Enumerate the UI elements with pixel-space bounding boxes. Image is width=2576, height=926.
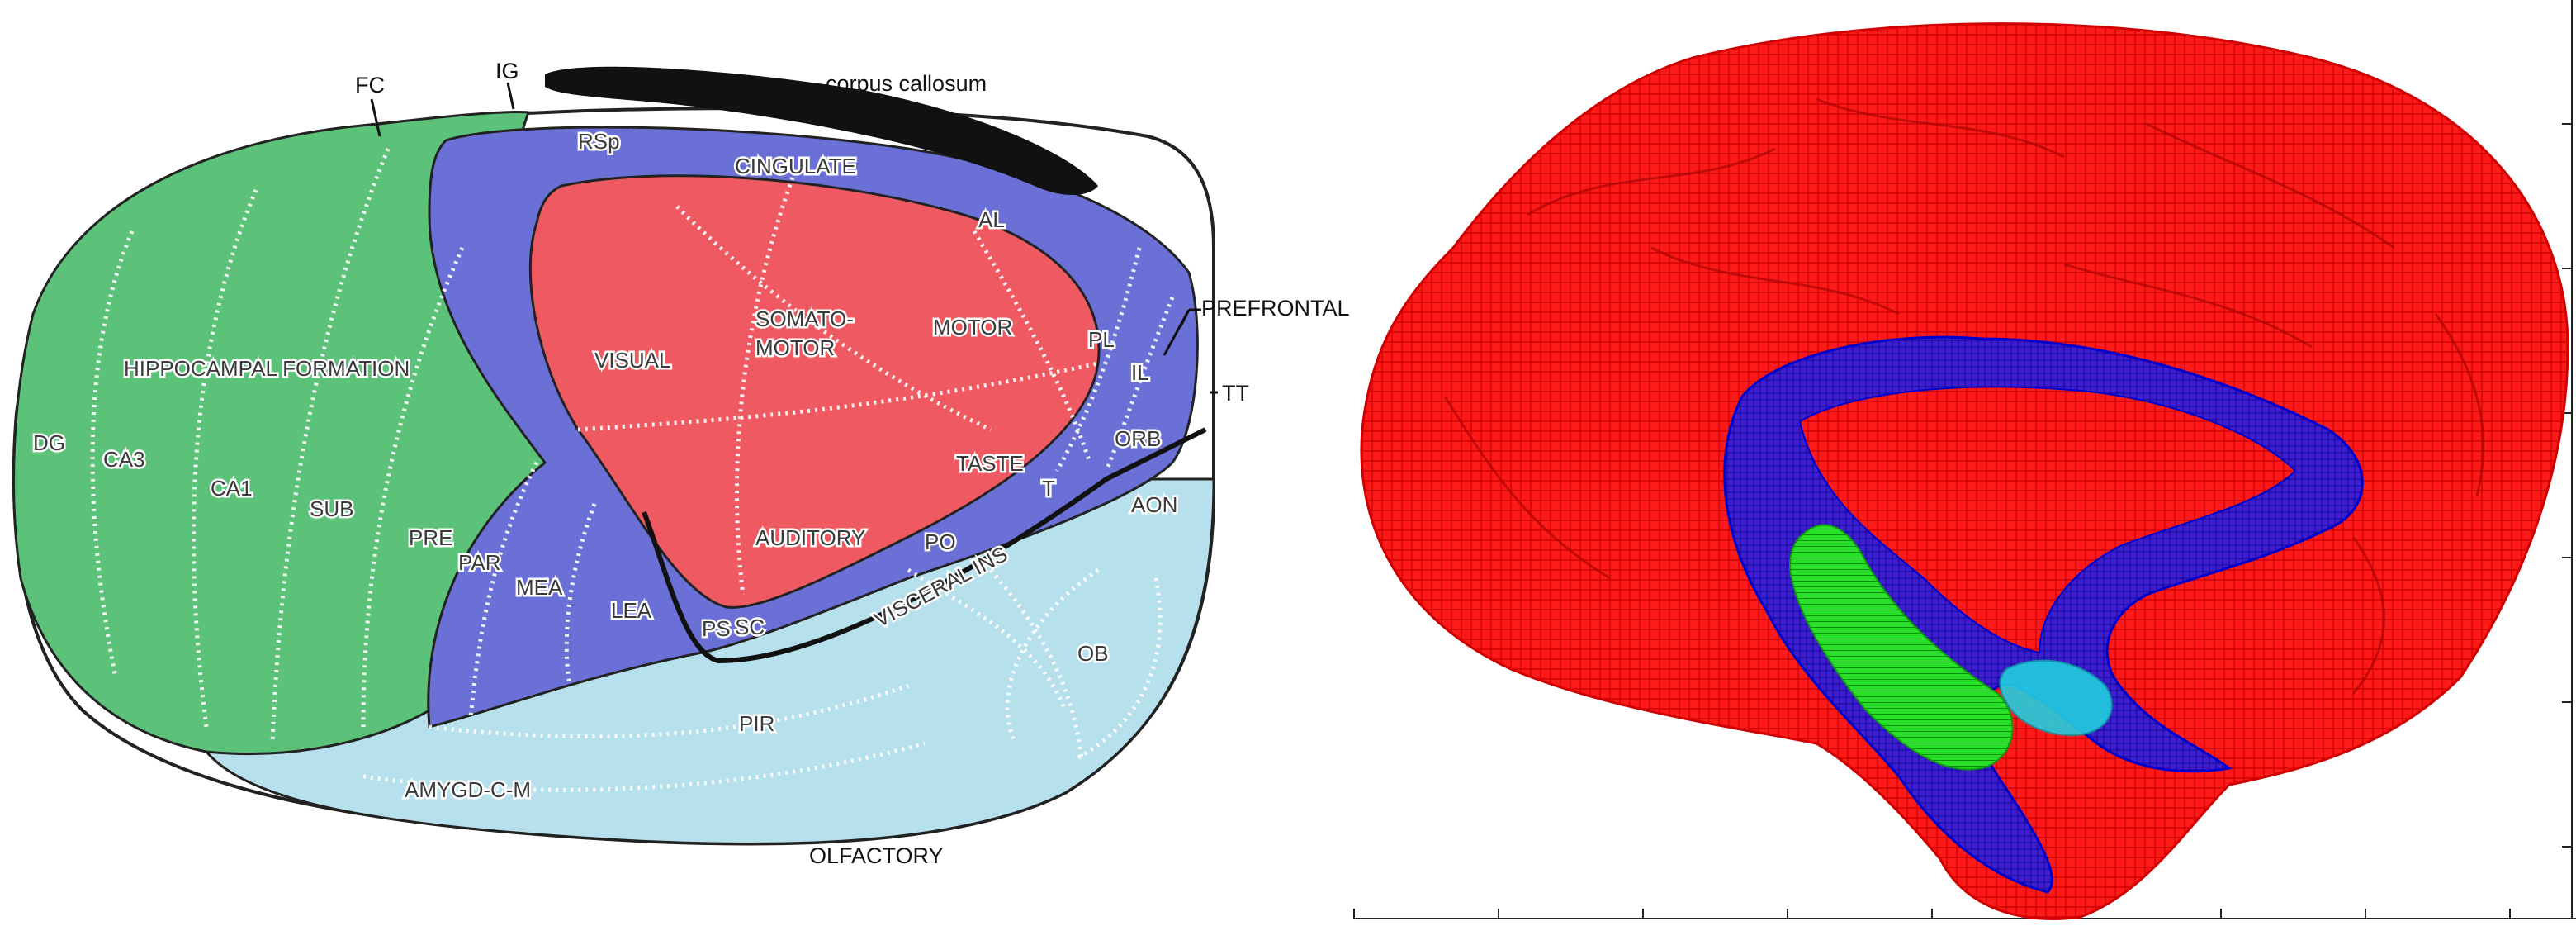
- label-orb: ORB: [1115, 426, 1161, 451]
- corpus-callosum-shape: [545, 66, 1098, 195]
- label-fc: FC: [355, 73, 385, 97]
- label-ig: IG: [495, 59, 519, 83]
- cortex-folds: [1443, 97, 2485, 695]
- label-ca1: CA1: [211, 476, 253, 501]
- label-ca3: CA3: [103, 447, 145, 472]
- amygdala-mesh: [1999, 659, 2113, 737]
- rhinal-boundary: [642, 427, 1207, 664]
- label-olfactory: OLFACTORY: [809, 843, 944, 868]
- label-sub: SUB: [310, 496, 353, 521]
- label-ps: PS: [702, 616, 731, 641]
- cingulate-inner: [1798, 386, 2297, 654]
- label-pre: PRE: [409, 525, 452, 550]
- label-al: AL: [978, 207, 1005, 232]
- label-pir: PIR: [739, 711, 774, 736]
- label-hippocampal-formation: HIPPOCAMPAL FORMATION: [124, 356, 410, 381]
- label-par: PAR: [458, 550, 501, 575]
- cortical-flatmap: corpus callosum FC IG PREFRONTAL TT OLFA…: [12, 59, 1350, 868]
- label-pl: PL: [1088, 327, 1115, 352]
- label-corpus-callosum: corpus callosum: [826, 71, 987, 96]
- label-mea: MEA: [516, 575, 563, 600]
- label-tt: TT: [1222, 381, 1249, 406]
- label-leaders: [370, 82, 1218, 394]
- label-sc: SC: [735, 615, 765, 639]
- hippocampus-mesh: [1789, 524, 2014, 771]
- label-rsp: RSp: [578, 129, 620, 154]
- label-aon: AON: [1131, 492, 1177, 517]
- label-po: PO: [925, 529, 956, 554]
- mesh-brain-render: [1353, 0, 2576, 920]
- label-taste: TASTE: [956, 451, 1024, 476]
- label-cingulate: CINGULATE: [735, 154, 856, 178]
- label-lea: LEA: [611, 598, 652, 623]
- sensory-motor-region: [528, 174, 1101, 609]
- label-visual: VISUAL: [594, 348, 671, 373]
- label-ob: OB: [1077, 641, 1109, 666]
- dotted-contours: [90, 148, 1175, 792]
- label-t-small: T: [1042, 476, 1055, 501]
- label-motor: MOTOR: [933, 315, 1012, 340]
- label-dg: DG: [33, 430, 65, 455]
- label-auditory: AUDITORY: [755, 525, 865, 550]
- label-somatomotor-2: MOTOR: [755, 335, 835, 360]
- label-il: IL: [1131, 360, 1149, 385]
- label-somatomotor-1: SOMATO-: [755, 306, 854, 331]
- label-amygd: AMYGD-C-M: [405, 777, 531, 802]
- label-prefrontal: PREFRONTAL: [1201, 296, 1350, 321]
